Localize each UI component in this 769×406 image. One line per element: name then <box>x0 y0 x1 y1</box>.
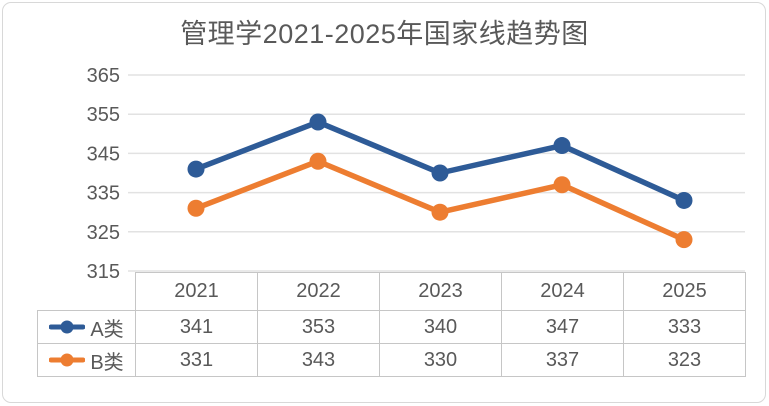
year-header-2025: 2025 <box>623 272 746 311</box>
year-header-2021: 2021 <box>135 272 258 311</box>
y-tick-label: 365 <box>87 65 120 87</box>
value-cell: 353 <box>257 310 380 344</box>
data-point-marker <box>187 160 205 178</box>
series-b-legend-icon <box>49 353 86 367</box>
data-point-marker <box>309 152 327 170</box>
table-corner-cell <box>38 273 136 311</box>
y-tick-label: 315 <box>87 261 120 283</box>
y-tick-label: 355 <box>87 104 120 126</box>
value-cell: 323 <box>623 343 746 377</box>
data-point-marker <box>309 113 327 131</box>
series-a-legend-icon <box>49 320 86 334</box>
value-cell: 333 <box>623 310 746 344</box>
year-header-2023: 2023 <box>379 272 502 311</box>
value-cell: 340 <box>379 310 502 344</box>
year-header-2024: 2024 <box>501 272 624 311</box>
value-cell: 330 <box>379 343 502 377</box>
value-cell: 331 <box>135 343 258 377</box>
legend-cell-a: A类 <box>37 310 136 344</box>
series-b-label: B类 <box>90 351 124 374</box>
data-point-marker <box>675 231 693 249</box>
table-row-series-a: A类 341 353 340 347 333 <box>37 310 746 344</box>
value-cell: 347 <box>501 310 624 344</box>
table-row-series-b: B类 331 343 330 337 323 <box>37 343 746 377</box>
data-table: 2021 2022 2023 2024 2025 A类 341 353 340 … <box>37 272 746 377</box>
legend-cell-b: B类 <box>37 343 136 377</box>
value-cell: 337 <box>501 343 624 377</box>
data-point-marker <box>431 164 449 182</box>
table-header-row: 2021 2022 2023 2024 2025 <box>38 272 746 311</box>
y-tick-label: 335 <box>87 183 120 205</box>
value-cell: 341 <box>135 310 258 344</box>
data-point-marker <box>553 176 571 194</box>
series-a-label: A类 <box>90 318 124 341</box>
data-point-marker <box>187 199 205 217</box>
series-line-0 <box>193 119 687 204</box>
data-point-marker <box>431 203 449 221</box>
value-cell: 343 <box>257 343 380 377</box>
data-point-marker <box>553 137 571 155</box>
data-point-marker <box>675 191 693 209</box>
y-tick-label: 345 <box>87 143 120 165</box>
year-header-2022: 2022 <box>257 272 380 311</box>
y-tick-label: 325 <box>87 222 120 244</box>
chart-title: 管理学2021-2025年国家线趋势图 <box>180 19 589 49</box>
